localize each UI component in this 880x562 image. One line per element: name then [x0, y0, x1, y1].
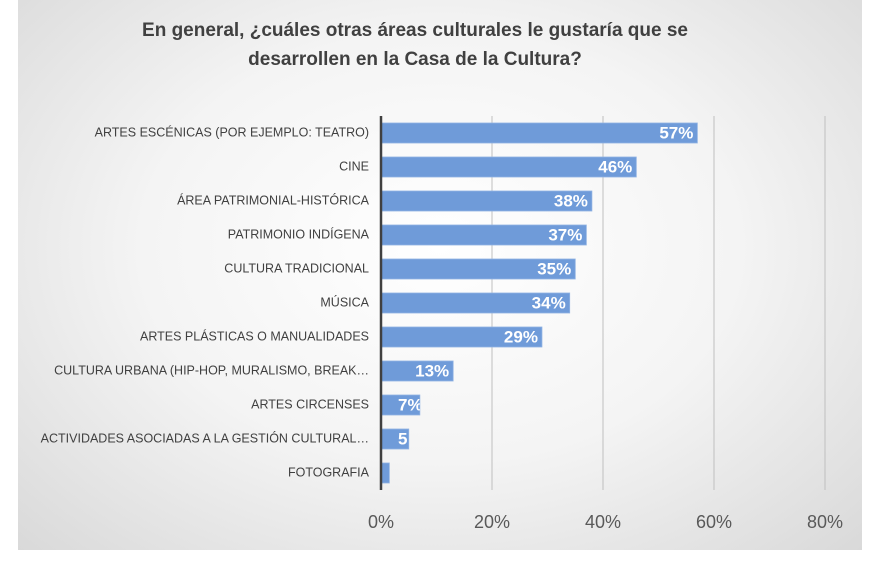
value-label: 5: [398, 429, 407, 448]
y-tick-label: FOTOGRAFIA: [288, 465, 370, 479]
chart-title: En general, ¿cuáles otras áreas cultural…: [142, 20, 688, 70]
x-tick-label: 0%: [368, 512, 394, 532]
x-tick-label: 80%: [807, 512, 843, 532]
y-tick-label: ACTIVIDADES ASOCIADAS A LA GESTIÓN CULTU…: [41, 430, 369, 445]
value-label: 46%: [598, 157, 632, 176]
value-label: 57%: [659, 123, 693, 142]
value-label: 34%: [532, 293, 566, 312]
y-tick-label: ARTES CIRCENSES: [251, 397, 369, 411]
value-label: 37%: [548, 225, 582, 244]
x-tick-label: 20%: [474, 512, 510, 532]
bar: [380, 122, 698, 144]
value-label: 13%: [415, 361, 449, 380]
y-tick-label: PATRIMONIO INDÍGENA: [228, 226, 370, 241]
y-tick-label: MÚSICA: [320, 294, 369, 309]
value-label: 7%: [398, 395, 423, 414]
y-tick-label: ARTES ESCÉNICAS (POR EJEMPLO: TEATRO): [95, 124, 369, 139]
y-tick-label: CULTURA URBANA (HIP-HOP, MURALISMO, BREA…: [54, 363, 369, 377]
y-tick-label: CULTURA TRADICIONAL: [224, 261, 369, 275]
y-tick-label: ARTES PLÁSTICAS O MANUALIDADES: [140, 328, 369, 343]
x-tick-label: 60%: [696, 512, 732, 532]
value-label: 38%: [554, 191, 588, 210]
value-label: 35%: [537, 259, 571, 278]
y-tick-label: CINE: [339, 159, 369, 173]
value-label: 29%: [504, 327, 538, 346]
x-tick-label: 40%: [585, 512, 621, 532]
y-tick-label: ÁREA PATRIMONIAL-HISTÓRICA: [177, 192, 370, 207]
